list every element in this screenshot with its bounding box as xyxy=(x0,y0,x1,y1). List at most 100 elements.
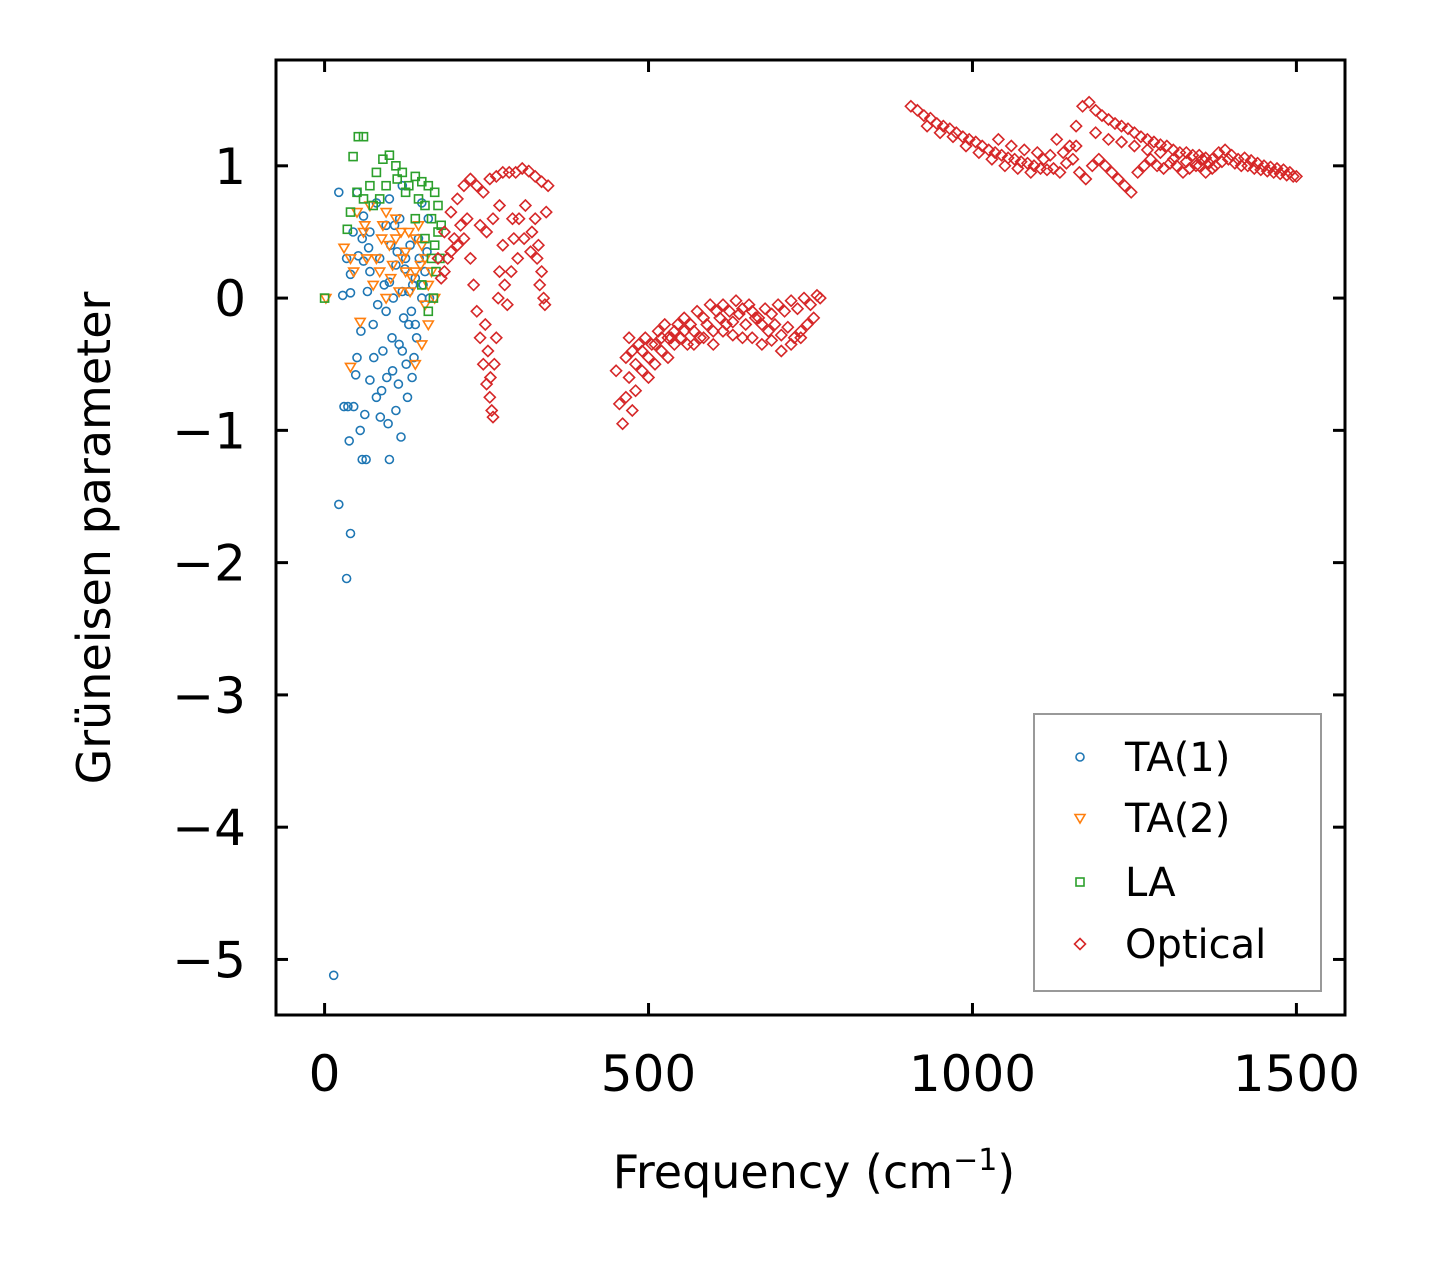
data-point xyxy=(434,271,448,285)
data-point xyxy=(372,299,383,310)
data-point xyxy=(358,211,369,221)
data-point xyxy=(483,370,498,385)
data-point xyxy=(1066,152,1080,166)
data-point xyxy=(371,167,382,178)
y-tick-label: −1 xyxy=(172,402,246,460)
data-point xyxy=(365,375,375,385)
data-point xyxy=(1218,143,1232,157)
data-point xyxy=(433,200,443,211)
legend-label: LA xyxy=(1125,860,1176,906)
data-point xyxy=(387,332,397,343)
data-point xyxy=(1046,161,1061,176)
data-point xyxy=(690,304,704,318)
data-point xyxy=(619,350,633,365)
data-point xyxy=(371,392,382,403)
data-point xyxy=(358,194,369,204)
data-point xyxy=(463,251,478,266)
data-point xyxy=(755,317,769,332)
data-point xyxy=(361,454,371,465)
data-point xyxy=(429,240,440,250)
data-point xyxy=(635,364,649,378)
data-point xyxy=(478,317,492,332)
data-point xyxy=(375,234,388,246)
data-point xyxy=(1160,139,1174,153)
data-point xyxy=(612,397,627,411)
data-point xyxy=(706,337,720,352)
legend-marker xyxy=(1075,877,1085,887)
data-point xyxy=(345,528,356,539)
series-optical xyxy=(431,95,1304,431)
data-point xyxy=(376,385,387,396)
data-point xyxy=(726,315,740,329)
data-point xyxy=(518,198,533,213)
data-point xyxy=(638,331,652,345)
data-point xyxy=(406,306,417,317)
data-point xyxy=(1121,122,1135,136)
data-point xyxy=(994,148,1009,162)
data-point xyxy=(408,267,422,279)
data-point xyxy=(1082,95,1096,109)
data-point xyxy=(431,251,445,266)
data-point xyxy=(790,302,805,316)
data-point xyxy=(1143,152,1158,166)
y-axis-ticks: 1 0 −1 −2 −3 −4 −5 xyxy=(172,138,1345,989)
data-point xyxy=(794,331,808,345)
data-point xyxy=(771,298,785,312)
data-point xyxy=(389,214,403,226)
data-point xyxy=(407,372,417,383)
data-point xyxy=(917,108,931,123)
data-point xyxy=(1072,165,1087,180)
series-layer xyxy=(319,95,1304,981)
data-point xyxy=(437,225,452,239)
data-point xyxy=(457,231,471,246)
y-tick-label: 1 xyxy=(214,138,246,196)
x-axis-ticks: 0 500 1000 1500 xyxy=(309,60,1360,1103)
data-point xyxy=(1105,165,1119,180)
data-point xyxy=(374,194,385,204)
data-point xyxy=(378,154,388,164)
data-point xyxy=(479,225,494,239)
data-point xyxy=(748,311,763,325)
data-point xyxy=(729,294,743,308)
data-point xyxy=(470,179,484,193)
data-point xyxy=(1179,155,1193,169)
data-point xyxy=(1007,152,1022,166)
data-point xyxy=(1053,165,1067,180)
data-point xyxy=(1020,156,1035,170)
data-point xyxy=(764,333,779,348)
data-point xyxy=(408,234,422,246)
data-point xyxy=(428,293,439,303)
data-point xyxy=(426,213,437,224)
data-point xyxy=(1189,159,1203,173)
data-point xyxy=(777,304,792,318)
data-point xyxy=(693,331,708,345)
y-axis-title: Grüneisen parameter xyxy=(67,291,121,784)
data-point xyxy=(1088,126,1103,140)
data-point xyxy=(1040,163,1054,177)
data-point xyxy=(1027,159,1041,173)
data-point xyxy=(962,132,976,147)
data-point xyxy=(409,352,419,363)
data-point xyxy=(1140,143,1155,157)
data-point xyxy=(1286,169,1300,184)
data-point xyxy=(936,119,950,133)
data-point xyxy=(504,264,518,279)
data-point xyxy=(420,200,430,211)
data-point xyxy=(1276,163,1291,177)
data-point xyxy=(357,454,368,465)
data-point xyxy=(381,306,391,317)
data-point xyxy=(384,194,395,204)
data-point xyxy=(453,218,468,232)
data-point xyxy=(505,212,520,226)
data-point xyxy=(807,311,821,325)
data-point xyxy=(343,401,353,412)
x-axis-title-close: ) xyxy=(997,1145,1015,1199)
legend-label: TA(2) xyxy=(1124,796,1230,842)
data-point xyxy=(368,319,379,330)
data-point xyxy=(1283,165,1297,180)
data-point xyxy=(696,331,711,345)
data-point xyxy=(982,143,996,157)
data-point xyxy=(391,405,401,416)
data-point xyxy=(414,260,427,272)
